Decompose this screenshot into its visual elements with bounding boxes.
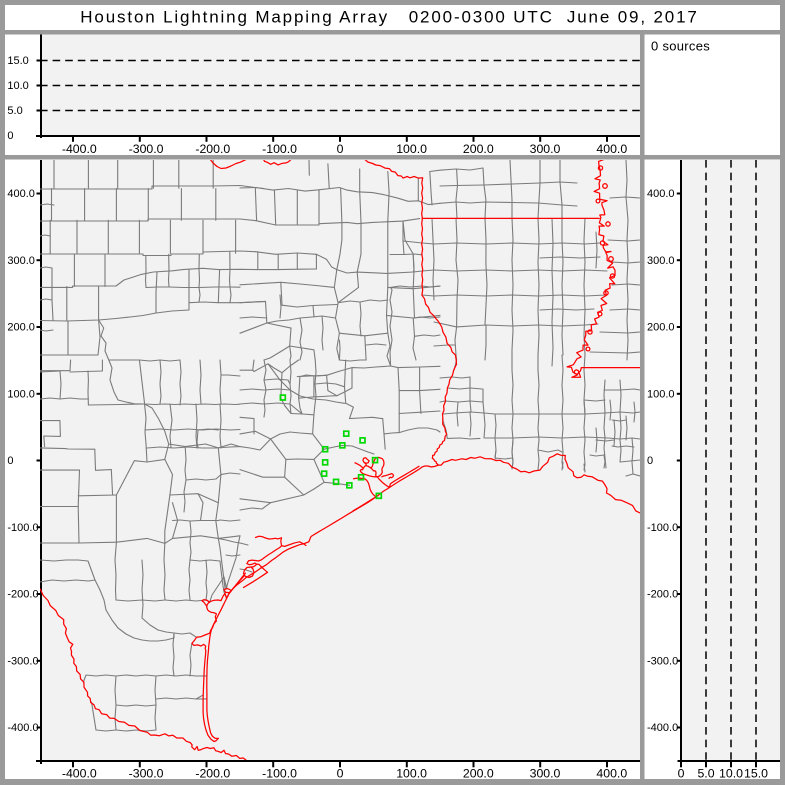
svg-text:100.0: 100.0 [647,388,675,400]
svg-text:10.0: 10.0 [7,80,28,92]
svg-text:400.0: 400.0 [596,142,627,156]
svg-text:5.0: 5.0 [697,767,714,781]
svg-text:10.0: 10.0 [719,767,743,781]
svg-text:200.0: 200.0 [7,322,35,334]
svg-text:-100.0: -100.0 [262,767,297,781]
svg-text:-300.0: -300.0 [129,142,164,156]
svg-text:0: 0 [337,142,344,156]
svg-text:-400.0: -400.0 [7,722,38,734]
svg-text:-300.0: -300.0 [647,655,678,667]
svg-text:300.0: 300.0 [530,767,561,781]
svg-text:400.0: 400.0 [647,188,675,200]
svg-text:0: 0 [647,455,653,467]
svg-text:0: 0 [7,455,13,467]
svg-text:5.0: 5.0 [7,105,22,117]
svg-text:-400.0: -400.0 [62,142,97,156]
svg-text:0 sources: 0 sources [651,39,710,54]
svg-text:200.0: 200.0 [463,767,494,781]
svg-text:300.0: 300.0 [530,142,561,156]
svg-text:100.0: 100.0 [396,142,427,156]
svg-text:200.0: 200.0 [463,142,494,156]
svg-text:100.0: 100.0 [396,767,427,781]
svg-text:-200.0: -200.0 [195,767,230,781]
svg-text:-200.0: -200.0 [7,589,38,601]
svg-text:300.0: 300.0 [7,255,35,267]
svg-text:-400.0: -400.0 [647,722,678,734]
svg-text:400.0: 400.0 [7,188,35,200]
svg-text:-300.0: -300.0 [7,655,38,667]
svg-text:-200.0: -200.0 [195,142,230,156]
svg-text:0: 0 [7,130,13,142]
svg-text:-400.0: -400.0 [62,767,97,781]
svg-text:0: 0 [337,767,344,781]
svg-text:-100.0: -100.0 [7,522,38,534]
svg-text:200.0: 200.0 [647,322,675,334]
svg-text:15.0: 15.0 [7,55,28,67]
svg-text:300.0: 300.0 [647,255,675,267]
svg-text:400.0: 400.0 [596,767,627,781]
svg-text:-300.0: -300.0 [129,767,164,781]
svg-text:0: 0 [678,767,685,781]
svg-text:-100.0: -100.0 [262,142,297,156]
svg-text:100.0: 100.0 [7,388,35,400]
svg-text:Houston Lightning Mapping Arra: Houston Lightning Mapping Array 0200-030… [80,8,698,27]
svg-text:-200.0: -200.0 [647,589,678,601]
svg-text:15.0: 15.0 [744,767,768,781]
svg-text:-100.0: -100.0 [647,522,678,534]
